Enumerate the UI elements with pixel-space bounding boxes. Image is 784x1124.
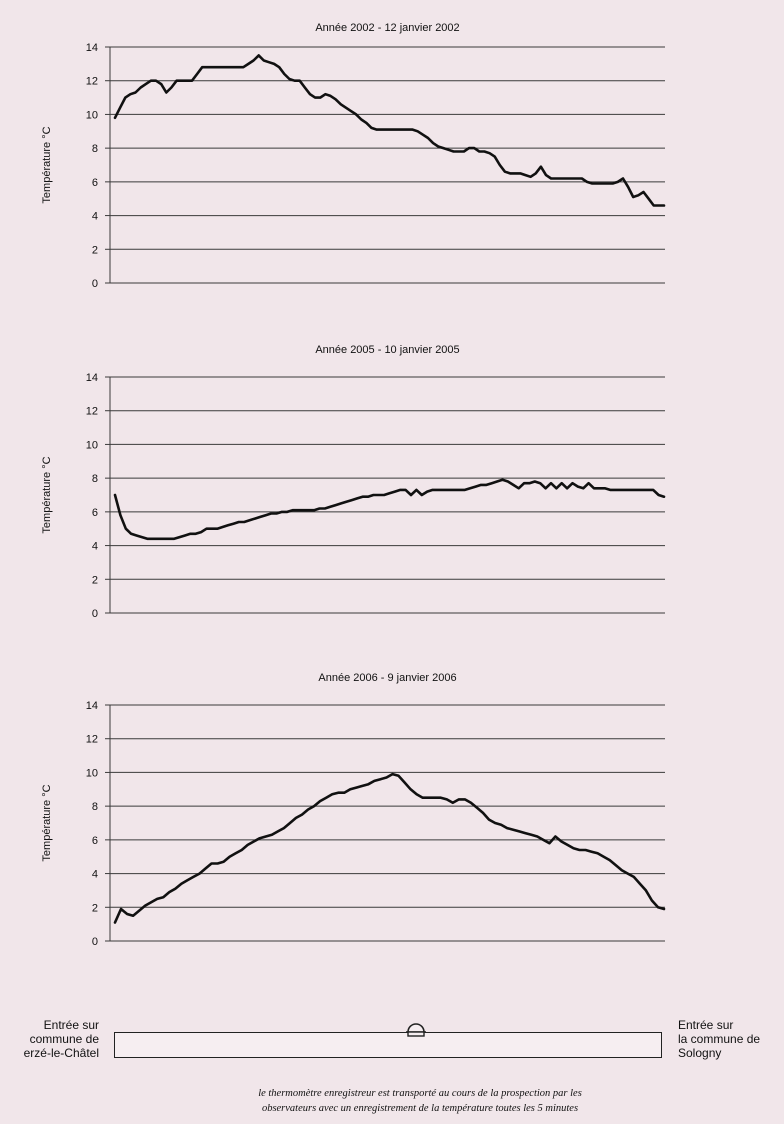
- chart-2-tick-label-14: 14: [86, 372, 98, 384]
- charts-canvas: Année 2002 - 12 janvier 2002 0 2 4 6 8 10 12 14 T…: [41, 22, 666, 948]
- chart-1-tick-label-14: 14: [86, 42, 98, 54]
- caption-line-1: le thermomètre enregistreur est transpor…: [258, 1088, 582, 1099]
- chart-3-y-label: Température °C: [41, 784, 53, 861]
- chart-3-tick-label-14: 14: [86, 700, 98, 712]
- chart-3-title: Année 2006 - 9 janvier 2006: [318, 672, 456, 684]
- chart-3: Année 2006 - 9 janvier 2006 0 2 4 6 8 10 12 14 Te…: [41, 672, 666, 948]
- chart-2-tick-label-0: 0: [92, 608, 98, 620]
- chart-2-tick-label-2: 2: [92, 574, 98, 586]
- caption: le thermomètre enregistreur est transpor…: [80, 1086, 760, 1116]
- chart-3-tick-label-4: 4: [92, 869, 98, 881]
- chart-1-tick-label-4: 4: [92, 211, 98, 223]
- route-end-line-2: la commune de: [678, 1032, 761, 1046]
- route-end-line-3: Sologny: [678, 1046, 722, 1060]
- route-start-label: Entrée sur commune de erzé-le-Châtel: [24, 1018, 99, 1060]
- chart-2-tick-label-6: 6: [92, 507, 98, 519]
- chart-1-series-line: [113, 54, 666, 207]
- route-bar: [114, 1032, 662, 1058]
- chart-1-title: Année 2002 - 12 janvier 2002: [315, 22, 459, 34]
- route-start-line-2: commune de: [29, 1032, 99, 1046]
- chart-1-tick-label-12: 12: [86, 76, 98, 88]
- chart-3-tick-label-12: 12: [86, 734, 98, 746]
- chart-1-tick-label-2: 2: [92, 244, 98, 256]
- chart-1-tick-label-10: 10: [86, 109, 98, 121]
- caption-line-2: observateurs avec un enregistrement de l…: [261, 1103, 579, 1114]
- chart-3-tick-label-8: 8: [92, 801, 98, 813]
- chart-2: Année 2005 - 10 janvier 2005 0 2 4 6 8 10 12 14 T…: [41, 344, 666, 620]
- chart-3-tick-label-2: 2: [92, 902, 98, 914]
- chart-2-tick-label-10: 10: [86, 439, 98, 451]
- route-start-line-3: erzé-le-Châtel: [23, 1046, 99, 1060]
- route-end-label: Entrée sur la commune de Sologny: [678, 1018, 760, 1060]
- chart-3-tick-label-6: 6: [92, 835, 98, 847]
- chart-2-y-label: Température °C: [41, 456, 53, 533]
- chart-2-series-line: [113, 478, 666, 541]
- route-end-line-1: Entrée sur: [678, 1018, 734, 1032]
- chart-3-tick-label-0: 0: [92, 936, 98, 948]
- route-start-line-1: Entrée sur: [43, 1018, 99, 1032]
- chart-2-tick-label-12: 12: [86, 406, 98, 418]
- chart-1-y-label: Température °C: [41, 126, 53, 203]
- chart-3-tick-label-10: 10: [86, 767, 98, 779]
- chart-2-tick-label-4: 4: [92, 541, 98, 553]
- chart-3-series-line: [113, 772, 666, 924]
- chart-1-tick-label-8: 8: [92, 143, 98, 155]
- chart-2-tick-label-8: 8: [92, 473, 98, 485]
- chart-1-tick-label-0: 0: [92, 278, 98, 290]
- thermometer-icon: [406, 1023, 426, 1037]
- chart-1: Année 2002 - 12 janvier 2002 0 2 4 6 8 10 12 14 T…: [41, 22, 666, 290]
- chart-1-tick-label-6: 6: [92, 177, 98, 189]
- chart-2-title: Année 2005 - 10 janvier 2005: [315, 344, 459, 356]
